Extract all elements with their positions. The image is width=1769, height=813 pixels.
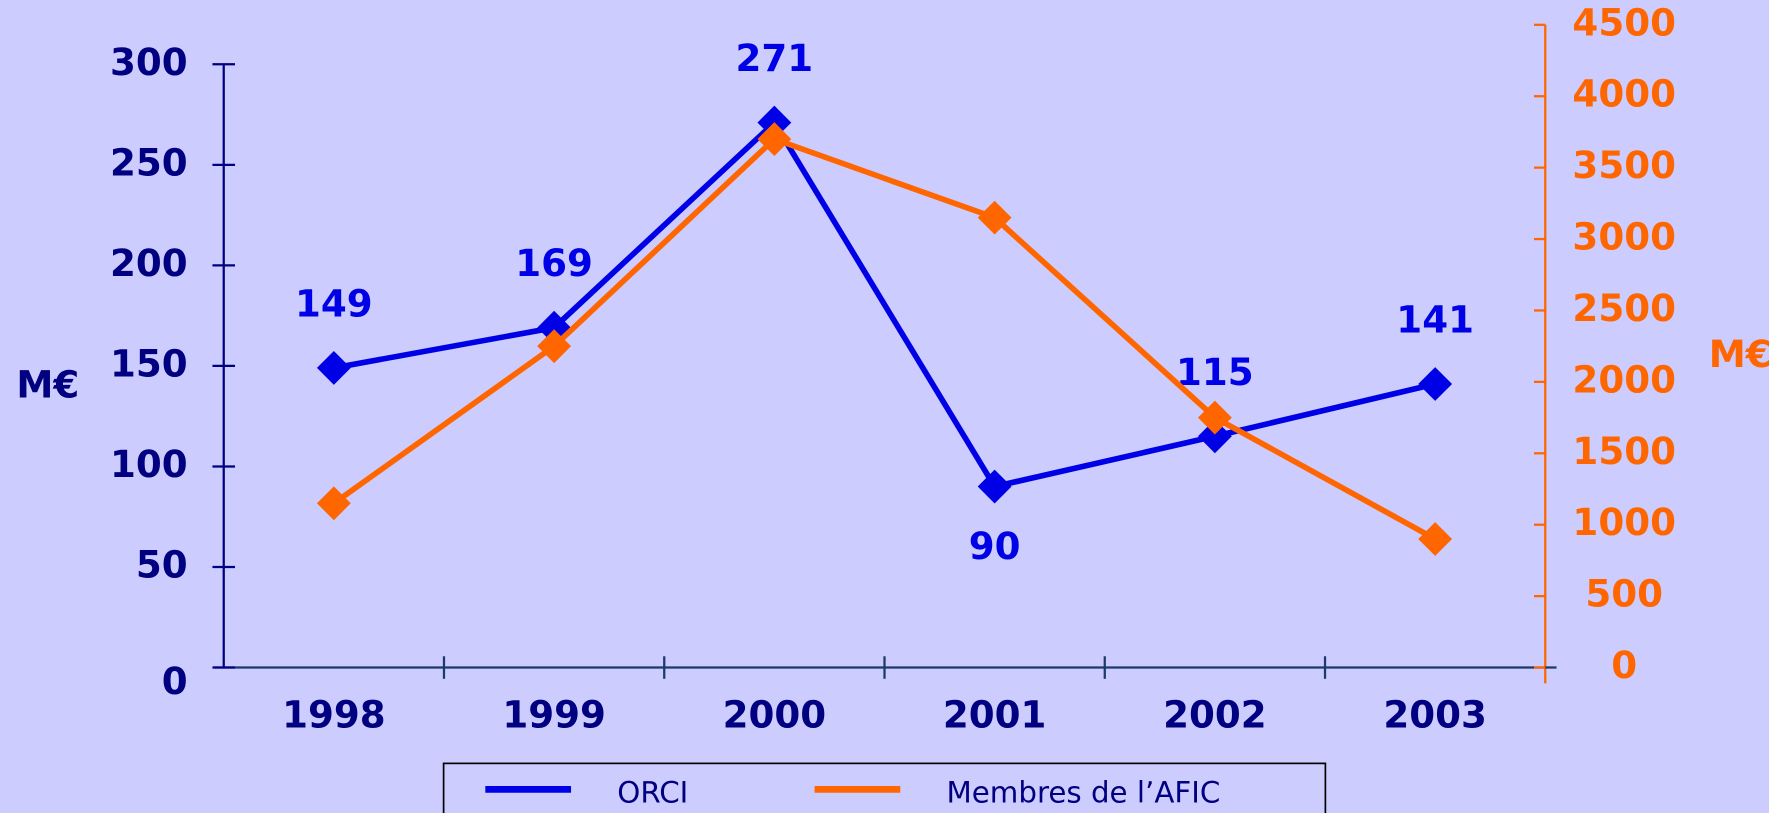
x-tick-label: 2003 <box>1383 693 1487 737</box>
point-marker <box>1418 522 1453 556</box>
y-tick-label: 150 <box>110 341 188 385</box>
y-tick-label: 200 <box>110 241 188 285</box>
y2-tick-label: 3500 <box>1572 143 1676 187</box>
legend-label: ORCI <box>617 775 688 809</box>
data-label: 271 <box>736 36 814 80</box>
legend-box <box>442 762 1327 813</box>
y2-tick-label: 1000 <box>1572 500 1676 544</box>
data-label: 115 <box>1176 350 1254 394</box>
x-tick-label: 2000 <box>723 693 827 737</box>
y2-axis-label: M€ <box>1709 332 1769 376</box>
data-label: 90 <box>969 524 1021 568</box>
data-label: 141 <box>1396 297 1474 341</box>
series-line <box>332 135 1437 542</box>
y-tick-label: 50 <box>136 542 188 586</box>
y2-tick-label: 2500 <box>1572 286 1676 330</box>
y-tick-label: 250 <box>110 140 188 184</box>
x-tick-label: 2001 <box>943 693 1047 737</box>
y2-tick-label: 0 <box>1611 643 1637 687</box>
x-tick-label: 1998 <box>282 693 386 737</box>
y2-tick-label: 4000 <box>1572 72 1676 116</box>
series-line <box>333 118 1436 490</box>
x-tick-label: 1999 <box>502 693 606 737</box>
y-tick-label: 300 <box>110 40 188 84</box>
y-axis-label: M€ <box>16 362 79 406</box>
data-label: 149 <box>295 281 373 325</box>
y-tick-label: 100 <box>110 442 188 486</box>
y2-tick-label: 4500 <box>1572 0 1676 44</box>
data-label: 169 <box>515 241 593 285</box>
y-tick-label: 0 <box>162 659 188 703</box>
y2-tick-label: 2000 <box>1572 357 1676 401</box>
legend-label: Membres de l’AFIC <box>947 775 1221 809</box>
y2-tick-label: 1500 <box>1572 429 1676 473</box>
x-tick-label: 2002 <box>1163 693 1267 737</box>
y2-tick-label: 500 <box>1585 572 1663 616</box>
y2-tick-label: 3000 <box>1572 215 1676 259</box>
